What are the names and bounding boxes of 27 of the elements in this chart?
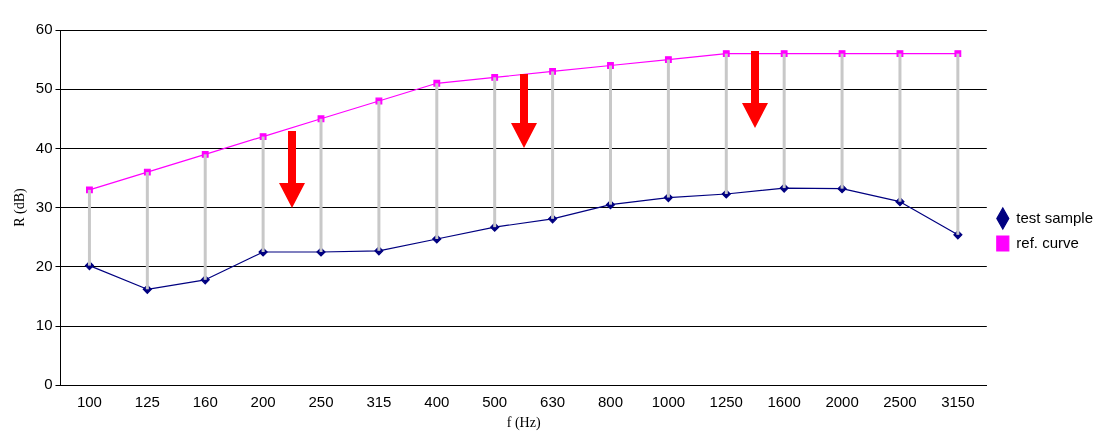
x-tick-label: 1600 [767,393,801,411]
x-tick-label: 200 [250,393,276,411]
x-tick-label: 2000 [825,393,859,411]
x-tick-label: 100 [76,393,102,411]
y-tick-label: 40 [35,138,53,156]
y-tick-label: 30 [35,197,53,215]
y-axis-title: R (dB) [12,188,29,227]
y-tick-label: 10 [35,316,53,334]
x-tick-label: 160 [192,393,218,411]
y-tick-label: 0 [44,375,53,393]
x-tick-label: 630 [540,393,566,411]
legend-label: test sample [1016,208,1093,226]
x-tick-label: 1000 [651,393,686,411]
y-tick-label: 20 [35,256,53,274]
y-tick-label: 60 [35,20,53,38]
x-tick-label: 800 [597,393,623,411]
x-tick-label: 500 [482,393,508,411]
x-tick-label: 2500 [883,393,917,411]
x-axis-title: f (Hz) [506,415,541,432]
x-tick-label: 3150 [941,393,975,411]
x-tick-label: 125 [134,393,160,411]
y-tick-label: 50 [35,79,53,97]
x-tick-label: 1250 [709,393,743,411]
x-tick-label: 250 [308,393,334,411]
x-tick-label: 400 [424,393,450,411]
legend-label: ref. curve [1016,233,1079,251]
x-tick-label: 315 [366,393,392,411]
